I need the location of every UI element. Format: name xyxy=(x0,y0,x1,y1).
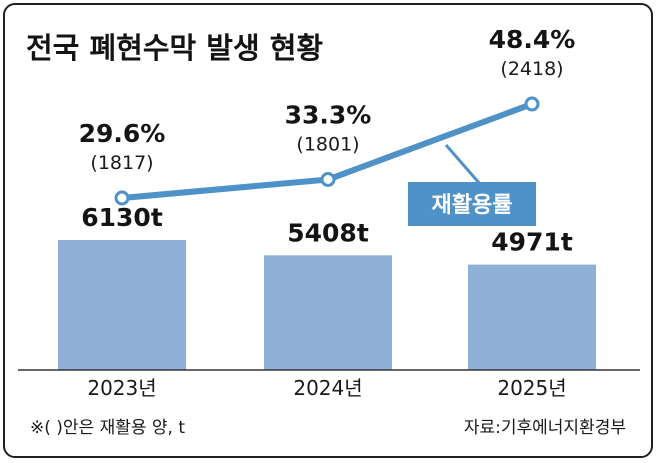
footnote: ※( )안은 재활용 양, t xyxy=(30,418,185,438)
x-tick-label: 2024년 xyxy=(293,376,362,400)
recycling-rate-series xyxy=(114,96,540,206)
source-note: 자료:기후에너지환경부 xyxy=(464,418,626,438)
data-labels: 6130t 5408t 4971t 29.6% (1817) 33.3% (1801) 48.… xyxy=(79,25,576,257)
line-point-marker xyxy=(524,96,540,112)
bar-value-label: 6130t xyxy=(81,203,163,232)
legend-leader-line xyxy=(444,144,482,185)
x-tick-label: 2023년 xyxy=(87,376,156,400)
recycled-amount-label: (2418) xyxy=(500,58,563,80)
bar-value-label: 4971t xyxy=(491,228,573,257)
x-axis: 2023년 2024년 2025년 xyxy=(18,369,640,400)
x-tick-label: 2025년 xyxy=(497,376,566,400)
bar-2025년 xyxy=(468,264,596,370)
rate-label: 33.3% xyxy=(285,101,372,130)
bar-2024년 xyxy=(264,255,392,370)
line-point-marker xyxy=(320,172,336,187)
rate-label: 29.6% xyxy=(79,119,166,148)
bar-value-label: 5408t xyxy=(287,218,369,247)
rate-label: 48.4% xyxy=(489,25,576,54)
line-point-marker xyxy=(114,190,130,206)
bar-series xyxy=(58,240,596,370)
chart-title: 전국 폐현수막 발생 현황 xyxy=(26,31,323,65)
legend-label: 재활용률 xyxy=(432,193,513,218)
legend: 재활용률 xyxy=(408,182,536,226)
legend-box xyxy=(408,182,536,226)
chart-frame xyxy=(3,3,653,458)
bar-2023년 xyxy=(58,240,186,370)
recycled-amount-label: (1817) xyxy=(90,152,153,174)
recycled-amount-label: (1801) xyxy=(296,134,359,156)
